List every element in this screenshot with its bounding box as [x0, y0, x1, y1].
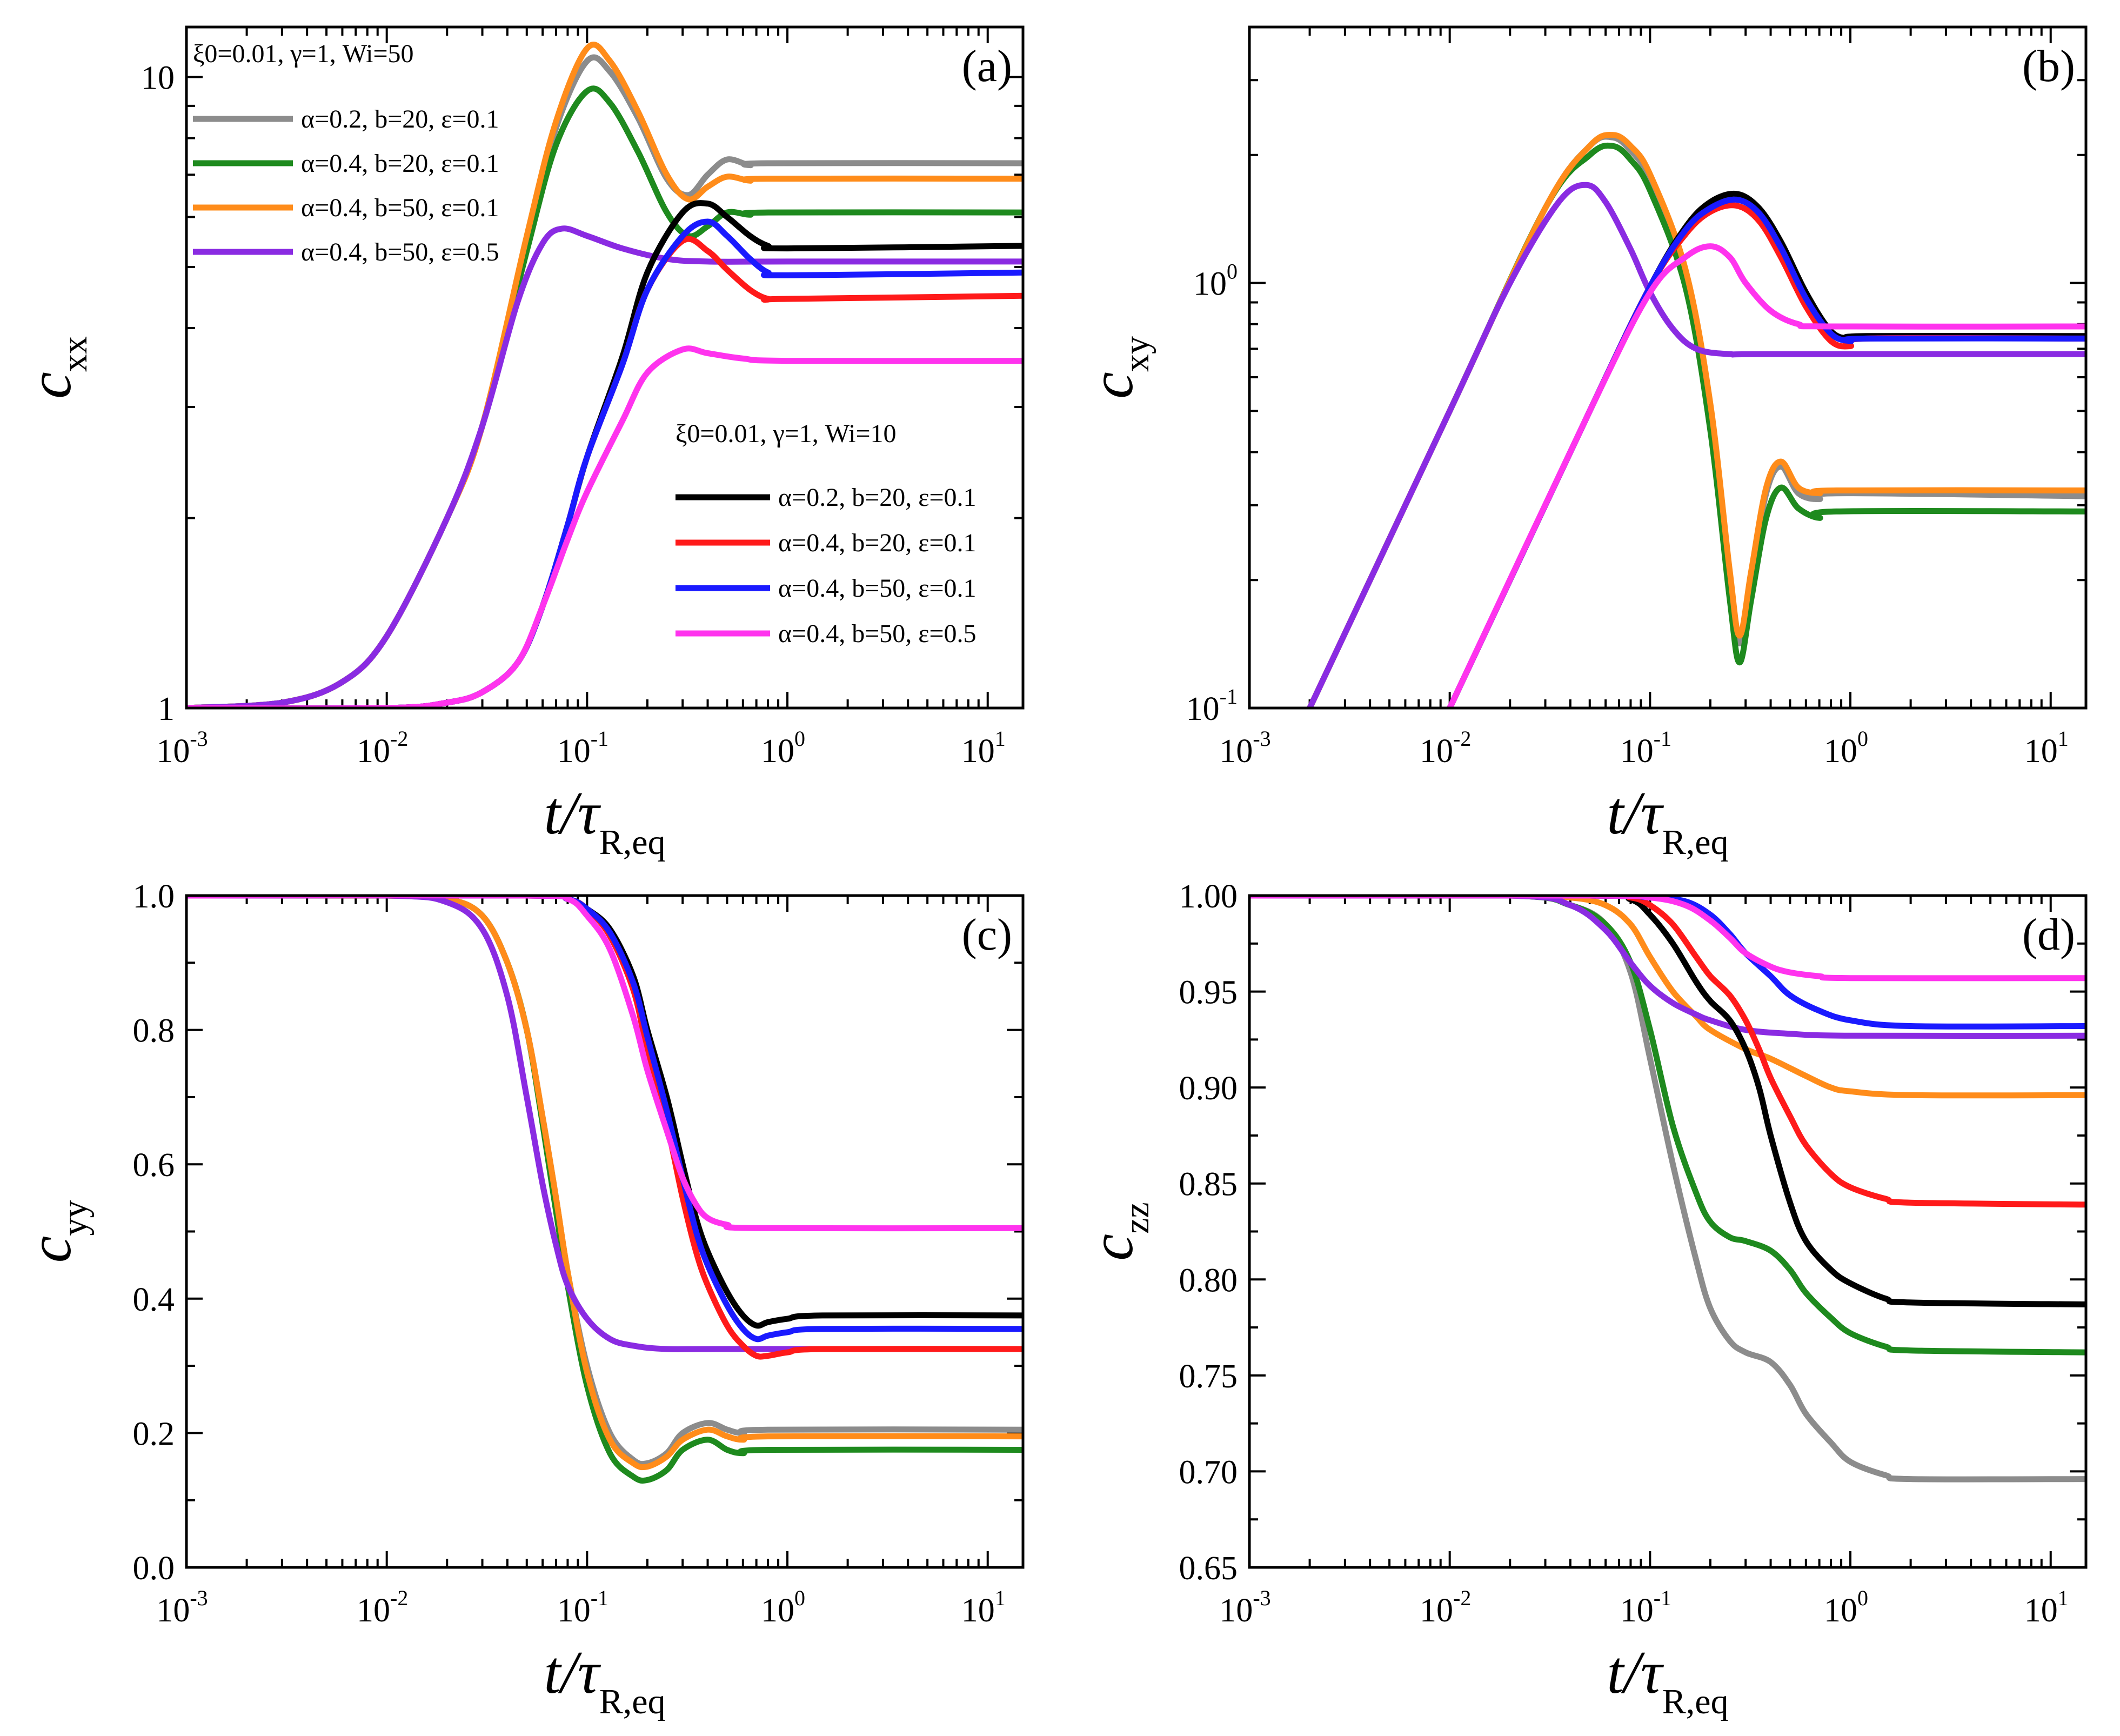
y-tick-label: 0.2: [133, 1415, 175, 1452]
y-tick-label: 10-1: [1186, 684, 1238, 727]
x-tick-label: 101: [961, 726, 1006, 770]
x-tick-label: 10-1: [557, 726, 608, 770]
x-tick-label: 10-1: [557, 1586, 608, 1629]
series-line-orange: [1307, 132, 2086, 708]
series-group: [1307, 132, 2086, 708]
y-tick-label: 0.75: [1179, 1358, 1238, 1395]
series-line-magenta: [1249, 896, 2086, 981]
panel-letter: (d): [2022, 910, 2075, 960]
legend-entry-label: α=0.4, b=20, ε=0.1: [301, 149, 499, 178]
x-tick-label: 10-1: [1620, 1586, 1671, 1629]
x-tick-label: 10-3: [1219, 726, 1270, 770]
series-line-black: [1447, 190, 2086, 708]
x-axis-label: t/τR,eq: [544, 780, 665, 862]
series-line-green: [186, 896, 1023, 1484]
series-line-magenta: [186, 896, 1023, 1232]
y-tick-label: 0.8: [133, 1013, 175, 1050]
series-line-magenta: [186, 345, 1023, 708]
plot-frame: [1248, 25, 2088, 710]
series-line-gray: [186, 896, 1023, 1467]
legend-entry-label: α=0.2, b=20, ε=0.1: [301, 105, 499, 133]
x-tick-label: 101: [961, 1586, 1006, 1629]
panel-a: 10-3 10-2 10-1 100 101 1 10 (a) t/τR,eq cxx ξ0=0.0…: [17, 25, 1025, 862]
series-group: [186, 42, 1023, 708]
y-tick-label: 0.80: [1179, 1262, 1238, 1299]
series-line-blue: [1447, 196, 2086, 708]
x-tick-label: 100: [1824, 726, 1868, 770]
x-tick-label: 10-2: [1420, 1586, 1471, 1629]
x-tick-label: 101: [2024, 726, 2069, 770]
plot-frame: [1248, 894, 2088, 1569]
y-tick-label: 100: [1193, 259, 1238, 303]
legend-entry-label: α=0.4, b=50, ε=0.5: [301, 238, 499, 266]
series-line-magenta: [1447, 243, 2086, 708]
legend-entry-label: α=0.4, b=20, ε=0.1: [778, 529, 977, 557]
x-axis-label: t/τR,eq: [544, 1639, 665, 1721]
y-tick-label: 0.65: [1179, 1550, 1238, 1587]
series-line-blue: [186, 896, 1023, 1343]
x-tick-label: 10-2: [1420, 726, 1471, 770]
legend-title: ξ0=0.01, γ=1, Wi=10: [676, 419, 897, 448]
series-line-orange: [186, 896, 1023, 1471]
series-line-black: [186, 896, 1023, 1329]
x-tick-label: 10-3: [1219, 1586, 1270, 1629]
y-tick-label: 1: [158, 691, 175, 727]
panel-d: 10-3 10-2 10-1 100 101 0.65 0.70 0.75 0.80 0.85 0.…: [1079, 878, 2088, 1721]
y-tick-label: 0.6: [133, 1147, 175, 1184]
panel-letter: (c): [962, 910, 1012, 960]
y-tick-label: 1.0: [133, 878, 175, 915]
plot-frame: [185, 25, 1025, 710]
x-axis-label: t/τR,eq: [1607, 1639, 1728, 1721]
panel-letter: (b): [2022, 41, 2075, 91]
y-tick-label: 0.4: [133, 1281, 175, 1318]
series-group: [1249, 896, 2086, 1483]
y-axis-label: cyy: [17, 1200, 95, 1263]
series-line-orange: [1249, 896, 2086, 1099]
y-tick-label: 0.95: [1179, 974, 1238, 1011]
legend-entry-label: α=0.2, b=20, ε=0.1: [778, 483, 977, 512]
panel-b: 10-3 10-2 10-1 100 101 10-1 100 (b) t/τR,eq cxy: [1079, 25, 2088, 862]
x-tick-label: 100: [761, 1586, 805, 1629]
y-tick-label: 1.00: [1179, 878, 1238, 915]
x-axis-label: t/τR,eq: [1607, 780, 1728, 862]
series-line-red: [186, 896, 1023, 1360]
legend: ξ0=0.01, γ=1, Wi=10 α=0.2, b=20, ε=0.1 α=0…: [676, 419, 977, 648]
y-axis-label: czz: [1079, 1202, 1156, 1260]
y-axis-label: cxy: [1079, 336, 1156, 399]
x-tick-label: 10-3: [156, 726, 208, 770]
series-group: [186, 896, 1023, 1484]
series-line-orange: [186, 42, 1023, 708]
legend-entry-label: α=0.4, b=50, ε=0.5: [778, 619, 977, 648]
series-line-red: [1447, 202, 2086, 708]
x-tick-label: 10-1: [1620, 726, 1671, 770]
x-tick-label: 10-3: [156, 1586, 208, 1629]
x-tick-label: 10-2: [357, 726, 408, 770]
y-tick-label: 0.90: [1179, 1070, 1238, 1107]
y-tick-label: 0.0: [133, 1550, 175, 1587]
panel-c: 10-3 10-2 10-1 100 101 0.0 0.2 0.4 0.6 0.8 1.0 (c) t…: [17, 878, 1025, 1721]
x-tick-label: 100: [761, 726, 805, 770]
y-tick-label: 0.70: [1179, 1454, 1238, 1491]
legend-title: ξ0=0.01, γ=1, Wi=50: [193, 39, 414, 68]
series-line-purple: [186, 896, 1023, 1352]
y-tick-label: 10: [141, 59, 175, 96]
series-line-red: [1249, 896, 2086, 1208]
legend-entry-label: α=0.4, b=50, ε=0.1: [778, 574, 977, 603]
series-line-green: [1307, 142, 2086, 708]
legend: ξ0=0.01, γ=1, Wi=50 α=0.2, b=20, ε=0.1 α=0…: [193, 39, 499, 266]
x-tick-label: 10-2: [357, 1586, 408, 1629]
plot-frame: [185, 894, 1025, 1569]
series-line-green: [1249, 896, 2086, 1356]
series-line-purple: [1307, 182, 2086, 708]
y-tick-label: 0.85: [1179, 1166, 1238, 1203]
panel-letter: (a): [962, 41, 1012, 91]
legend-entry-label: α=0.4, b=50, ε=0.1: [301, 193, 499, 222]
x-tick-label: 100: [1824, 1586, 1868, 1629]
series-line-purple: [186, 225, 1023, 708]
x-tick-label: 101: [2024, 1586, 2069, 1629]
y-axis-label: cxx: [17, 336, 95, 399]
